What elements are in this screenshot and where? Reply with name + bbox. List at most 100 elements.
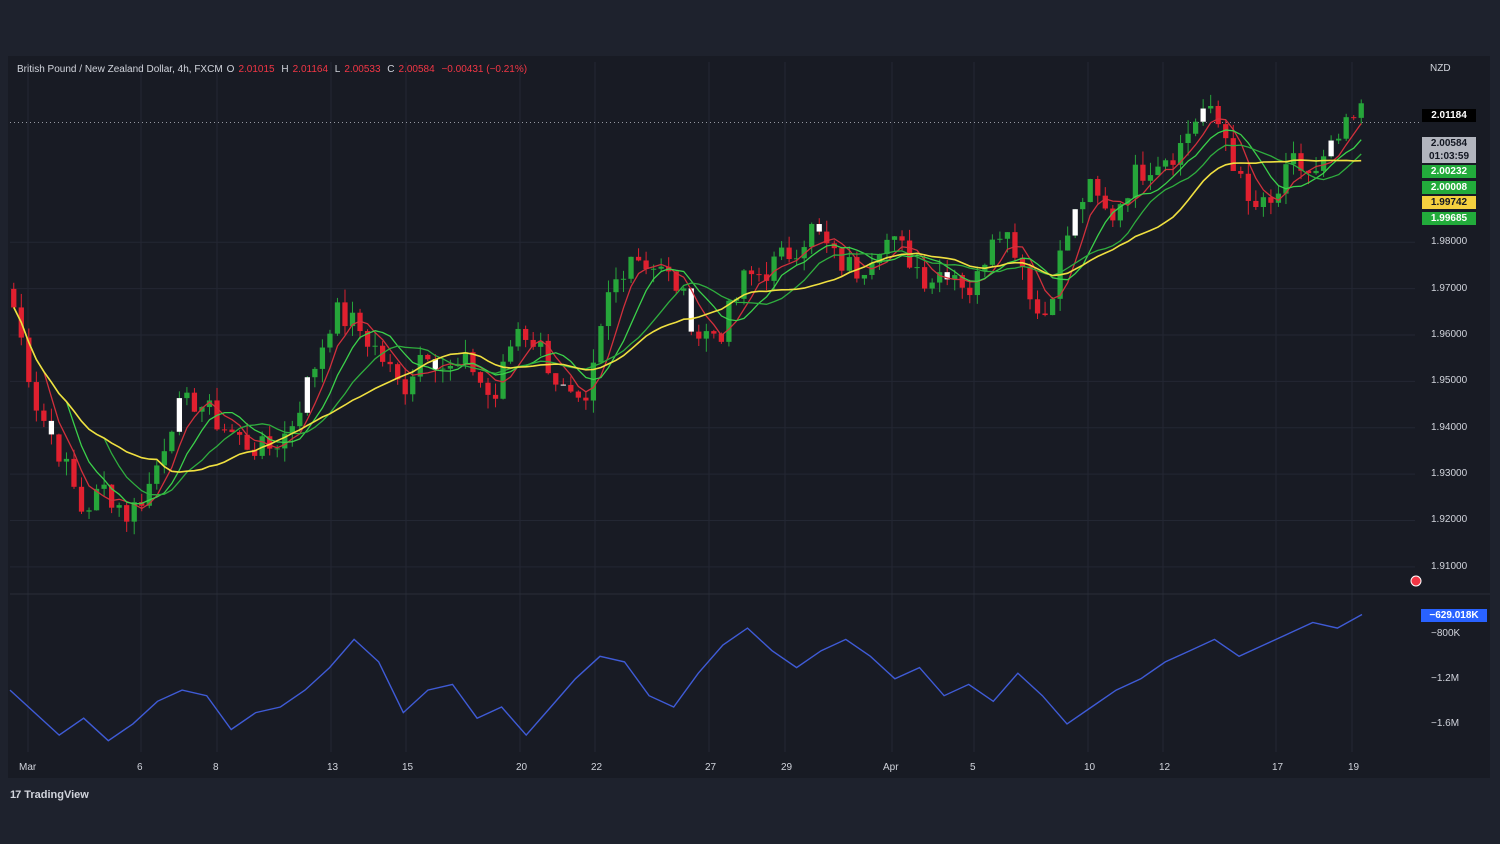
candle-body	[274, 448, 280, 450]
candle-body	[635, 256, 642, 261]
candle-body	[1072, 209, 1078, 236]
candle-body	[598, 326, 604, 363]
candle-body	[267, 436, 273, 449]
candle-body	[252, 449, 258, 456]
candle-body	[1215, 105, 1221, 125]
candle-body	[1208, 105, 1214, 109]
candle-body	[236, 432, 243, 435]
candle-body	[688, 288, 694, 332]
candle-body	[304, 377, 310, 413]
candle-body	[771, 256, 777, 281]
candle-body	[11, 288, 17, 308]
price-tick-label: 1.95000	[1431, 375, 1468, 387]
open-label: O	[226, 64, 235, 75]
chart-frame[interactable]	[8, 56, 1490, 778]
candle-body	[718, 333, 725, 342]
candle-body	[861, 274, 868, 279]
candle-body	[93, 488, 100, 511]
ma-fast-line	[13, 118, 1362, 510]
candle-body	[1343, 117, 1349, 139]
high-value: 2.01164	[292, 64, 329, 75]
time-tick-label: Apr	[883, 762, 899, 773]
candle-body	[507, 346, 514, 362]
candle-body	[440, 368, 446, 370]
candle-body	[1049, 298, 1056, 316]
candle-body	[56, 434, 62, 462]
candle-body	[711, 331, 717, 334]
candle-body	[86, 510, 92, 512]
candle-body	[523, 328, 529, 340]
candle-body	[937, 272, 943, 283]
candle-body	[297, 412, 303, 427]
tradingview-logo[interactable]: 17 TradingView	[10, 789, 89, 801]
candle-body	[1080, 202, 1086, 210]
candle-body	[778, 247, 785, 257]
candle-body	[809, 224, 815, 248]
candle-body	[794, 258, 800, 260]
candle-body	[650, 268, 657, 270]
candle-body	[1147, 175, 1154, 181]
candle-body	[515, 328, 521, 347]
candle-body	[914, 267, 920, 269]
price-tick-label: 1.96000	[1431, 329, 1468, 340]
obv-line	[9, 613, 1363, 742]
price-tag: 2.01184	[1422, 109, 1476, 122]
candle-body	[161, 451, 167, 466]
price-tick-label: 1.98000	[1431, 236, 1468, 248]
candle-body	[41, 410, 47, 421]
time-tick-label: 13	[327, 762, 339, 773]
candle-body	[169, 431, 175, 452]
candle-body	[568, 384, 574, 392]
candle-body	[756, 274, 762, 276]
time-tick-label: 8	[213, 762, 219, 773]
candle-body	[1298, 153, 1304, 171]
candle-body	[26, 337, 32, 383]
candle-body	[1238, 170, 1244, 174]
candle-body	[282, 433, 288, 449]
candle-body	[974, 271, 980, 296]
candle-body	[891, 236, 898, 240]
candle-body	[312, 368, 318, 378]
price-tick-label: 1.92000	[1431, 514, 1468, 526]
ma-green-line-1	[13, 129, 1362, 505]
ma-yellow-line	[13, 159, 1362, 473]
candle-body	[575, 391, 581, 398]
candle-body	[470, 352, 476, 373]
candle-body	[402, 379, 408, 395]
candle-body	[967, 287, 973, 296]
candle-body	[801, 247, 807, 259]
candle-body	[530, 339, 536, 347]
candle-body	[78, 486, 85, 512]
candle-body	[620, 278, 627, 280]
candle-body	[206, 400, 213, 408]
candle-body	[1260, 197, 1267, 208]
candle-body	[108, 484, 115, 508]
low-value: 2.00533	[344, 64, 381, 75]
time-tick-label: 15	[402, 762, 414, 773]
candle-body	[628, 256, 634, 279]
candle-body	[176, 398, 183, 432]
candle-body	[131, 502, 137, 522]
candle-body	[500, 361, 506, 399]
candle-body	[1110, 208, 1116, 221]
candle-body	[846, 257, 852, 271]
candle-body	[1012, 232, 1018, 258]
alert-icon	[1410, 575, 1422, 587]
candle-body	[221, 429, 228, 431]
candle-body	[1185, 133, 1191, 144]
candle-body	[605, 292, 612, 327]
close-label: C	[387, 64, 395, 75]
symbol-name[interactable]: British Pound / New Zealand Dollar, 4h, …	[17, 64, 223, 75]
currency-label[interactable]: NZD	[1430, 63, 1451, 74]
candle-body	[124, 505, 130, 522]
candle-body	[1087, 179, 1093, 203]
candle-body	[816, 224, 822, 232]
candle-body	[854, 257, 860, 279]
candle-body	[387, 361, 393, 365]
candle-body	[952, 275, 958, 280]
candle-body	[462, 352, 469, 364]
candle-body	[477, 372, 484, 383]
candle-body	[613, 279, 619, 293]
tradingview-label: TradingView	[24, 789, 89, 801]
